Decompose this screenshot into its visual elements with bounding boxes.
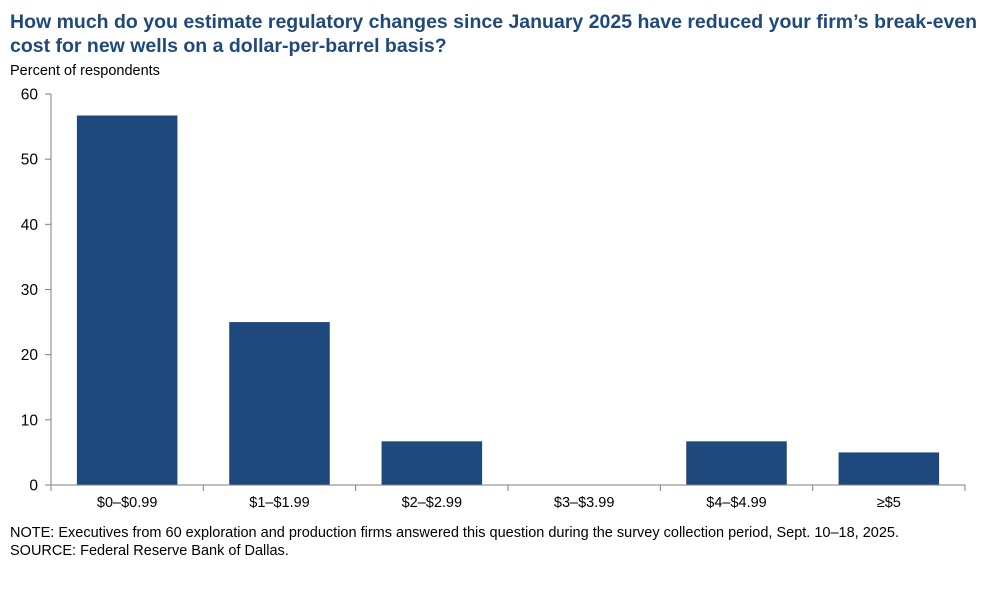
chart-notes: NOTE: Executives from 60 exploration and… bbox=[10, 525, 990, 560]
bar-1 bbox=[229, 322, 330, 485]
x-tick-label: $1–$1.99 bbox=[249, 495, 309, 511]
chart-title: How much do you estimate regulatory chan… bbox=[10, 11, 978, 57]
y-tick-label: 60 bbox=[21, 87, 39, 104]
bar-chart: 0 10 20 30 40 50 60 $0–$0.99 $1–$1.99 $2–$2.99 $3–… bbox=[21, 87, 966, 511]
source-text: SOURCE: Federal Reserve Bank of Dallas. bbox=[10, 542, 289, 559]
axes-group: 0 10 20 30 40 50 60 $0–$0.99 $1–$1.99 $2–$2.99 $3–… bbox=[21, 87, 966, 511]
bar-4 bbox=[686, 441, 787, 485]
note-text: NOTE: Executives from 60 exploration and… bbox=[10, 525, 900, 541]
y-tick-label: 0 bbox=[29, 478, 38, 495]
bars-group bbox=[76, 115, 940, 485]
y-tick-label: 50 bbox=[21, 152, 39, 169]
y-tick-label: 10 bbox=[21, 412, 39, 429]
y-tick-label: 40 bbox=[21, 217, 39, 234]
y-axis-label: Percent of respondents bbox=[10, 63, 160, 79]
x-tick-label: $0–$0.99 bbox=[97, 495, 157, 511]
x-tick-label: $2–$2.99 bbox=[402, 495, 462, 511]
y-tick-label: 30 bbox=[21, 282, 39, 299]
bar-0 bbox=[76, 115, 178, 485]
y-tick-label: 20 bbox=[21, 347, 39, 364]
x-tick-label: $4–$4.99 bbox=[706, 495, 766, 511]
bar-5 bbox=[838, 452, 940, 485]
x-tick-label: $3–$3.99 bbox=[554, 495, 614, 511]
bar-2 bbox=[381, 441, 483, 485]
x-tick-label: ≥$5 bbox=[877, 495, 901, 511]
